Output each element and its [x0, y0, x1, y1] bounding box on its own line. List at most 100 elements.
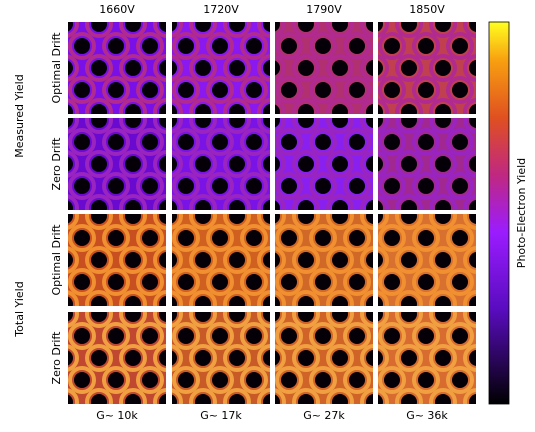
- ring: [378, 150, 389, 178]
- hole: [332, 296, 348, 306]
- ring: [326, 290, 354, 306]
- hole: [401, 60, 417, 76]
- ring: [68, 290, 79, 306]
- ring: [360, 118, 373, 134]
- hole: [378, 118, 383, 128]
- ring: [275, 246, 286, 274]
- ring: [463, 214, 476, 230]
- heatmap-panel: [378, 22, 476, 114]
- ring: [68, 98, 79, 114]
- hole: [263, 156, 270, 172]
- ring: [68, 54, 79, 82]
- ring: [257, 290, 270, 306]
- ring: [102, 32, 130, 60]
- hole: [142, 82, 158, 98]
- ring: [240, 32, 268, 60]
- ring: [85, 344, 113, 372]
- ring: [275, 290, 286, 306]
- hole: [435, 200, 451, 210]
- ring: [172, 194, 183, 210]
- hole: [195, 214, 211, 224]
- ring: [360, 388, 373, 404]
- hole: [195, 156, 211, 172]
- hole: [366, 394, 373, 404]
- hole: [212, 134, 228, 150]
- hole: [366, 350, 373, 366]
- hole: [74, 38, 90, 54]
- ring: [326, 344, 354, 372]
- hole: [378, 312, 383, 322]
- ring: [172, 214, 183, 230]
- ring: [360, 312, 373, 328]
- ring: [189, 150, 217, 178]
- ring: [378, 344, 389, 372]
- hole: [263, 296, 270, 306]
- hole: [332, 312, 348, 322]
- ring: [463, 194, 476, 210]
- ring: [172, 344, 183, 372]
- ring: [119, 290, 147, 306]
- hole: [172, 200, 177, 210]
- ring: [446, 268, 474, 296]
- hole: [298, 394, 314, 404]
- hole: [74, 178, 90, 194]
- colorbar-label: Photo-Electron Yield: [515, 158, 528, 268]
- hole: [74, 274, 90, 290]
- hole: [469, 200, 476, 210]
- ring: [429, 246, 457, 274]
- ring: [85, 118, 113, 134]
- hole: [298, 214, 314, 224]
- ring: [378, 32, 406, 60]
- ring: [446, 322, 474, 350]
- hole: [378, 394, 383, 404]
- ring: [85, 194, 113, 210]
- row-label: Zero Drift: [50, 137, 63, 191]
- ring: [189, 98, 217, 114]
- hole: [366, 156, 373, 172]
- ring: [136, 268, 164, 296]
- hole: [378, 156, 383, 172]
- hole: [435, 156, 451, 172]
- hole: [378, 252, 383, 268]
- hole: [91, 60, 107, 76]
- ring: [136, 224, 164, 252]
- ring: [412, 128, 440, 156]
- hole: [435, 214, 451, 224]
- ring: [395, 98, 423, 114]
- ring: [292, 388, 320, 404]
- heatmap-panel: [172, 214, 270, 306]
- hole: [68, 118, 73, 128]
- hole: [172, 350, 177, 366]
- hole: [401, 296, 417, 306]
- ring: [378, 214, 389, 230]
- ring: [360, 22, 373, 38]
- hole: [275, 156, 280, 172]
- row-label: Optimal Drift: [50, 32, 63, 104]
- ring: [412, 366, 440, 394]
- ring: [153, 388, 166, 404]
- hole: [212, 178, 228, 194]
- hole: [263, 104, 270, 114]
- ring: [68, 366, 96, 394]
- heatmap-panel: [172, 118, 270, 210]
- group-label: Measured Yield: [13, 74, 26, 157]
- ring: [119, 54, 147, 82]
- ring: [463, 22, 476, 38]
- heatmap-panel: [172, 22, 270, 114]
- hole: [263, 200, 270, 210]
- ring: [257, 214, 270, 230]
- ring: [309, 224, 337, 252]
- ring: [378, 76, 406, 104]
- ring: [275, 128, 303, 156]
- ring: [326, 150, 354, 178]
- ring: [275, 214, 286, 230]
- hole: [125, 394, 141, 404]
- ring: [378, 290, 389, 306]
- ring: [257, 22, 270, 38]
- panel-background: [172, 214, 270, 306]
- ring: [85, 388, 113, 404]
- ring: [429, 290, 457, 306]
- ring: [85, 22, 113, 38]
- hole: [246, 230, 262, 246]
- hole: [246, 274, 262, 290]
